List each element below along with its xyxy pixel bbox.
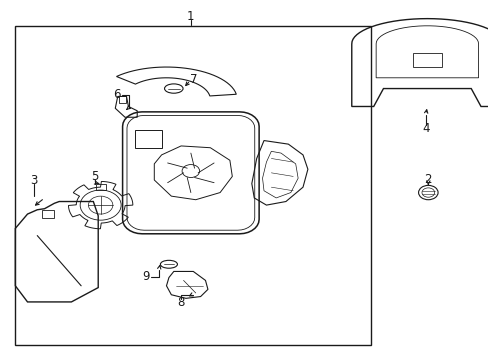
Bar	[15, 26, 370, 345]
Text: 3: 3	[30, 174, 38, 186]
Text: 6: 6	[113, 88, 120, 101]
Text: 8: 8	[177, 296, 184, 309]
Text: 7: 7	[189, 73, 197, 86]
Text: 4: 4	[421, 122, 429, 135]
Text: 1: 1	[187, 10, 194, 23]
Text: 2: 2	[424, 173, 431, 186]
Text: 5: 5	[91, 170, 98, 183]
Text: 9: 9	[142, 270, 149, 283]
